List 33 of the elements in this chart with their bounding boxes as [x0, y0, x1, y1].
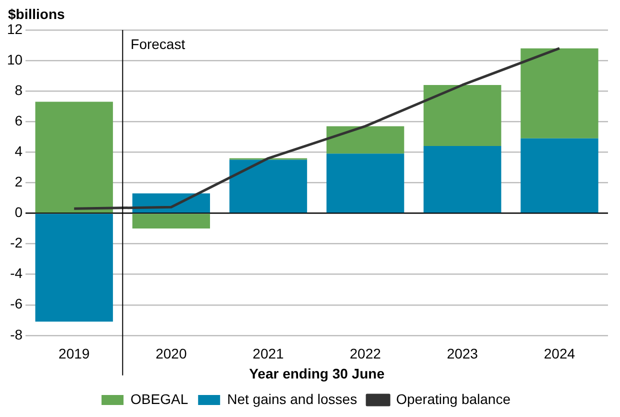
bar: [326, 154, 404, 213]
bar: [520, 138, 598, 213]
x-tick-label: 2019: [58, 346, 90, 362]
y-tick-label: -2: [10, 234, 23, 251]
y-tick-label: 0: [14, 204, 23, 220]
y-tick-label: -6: [10, 296, 23, 312]
x-tick-label: 2023: [446, 346, 478, 362]
bar: [424, 84, 502, 146]
bar: [229, 160, 308, 213]
bar: [424, 146, 502, 213]
y-tick-label: 6: [14, 112, 23, 128]
y-tick-label: 8: [14, 82, 23, 98]
y-tick-label: 10: [6, 51, 23, 68]
y-tick-label: 2: [14, 174, 23, 190]
y-tick-label: 4: [14, 143, 23, 160]
bar: [35, 214, 113, 322]
y-tick-label: -4: [10, 265, 23, 282]
y-tick-label: -8: [10, 326, 23, 342]
legend-label: Operating balance: [396, 390, 511, 407]
x-axis-title: Year ending 30 June: [249, 365, 385, 382]
y-axis-title: $billions: [8, 6, 65, 22]
x-tick-label: 2024: [544, 346, 576, 362]
x-tick-label: 2022: [350, 346, 382, 362]
bar: [520, 48, 598, 138]
bar: [132, 214, 210, 229]
legend-label: OBEGAL: [130, 390, 188, 407]
x-tick-label: 2021: [252, 346, 284, 362]
bar: [326, 126, 404, 154]
y-tick-label: 12: [6, 20, 23, 37]
bar: [35, 102, 113, 213]
legend-label: Net gains and losses: [227, 390, 358, 407]
ref-line-label: Forecast: [130, 36, 186, 52]
x-tick-label: 2020: [156, 346, 187, 362]
